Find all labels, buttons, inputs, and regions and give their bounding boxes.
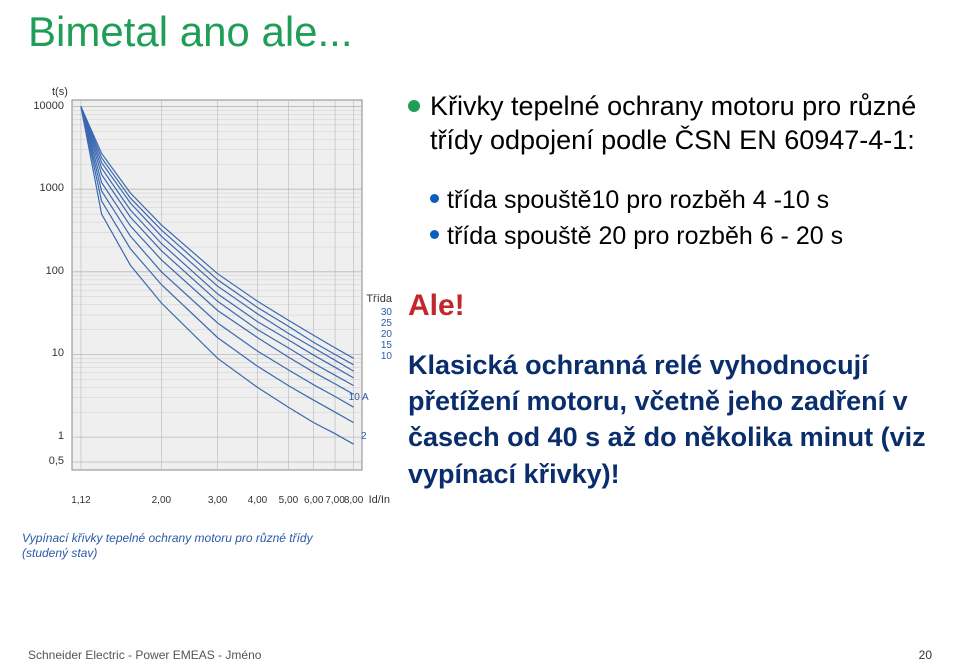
curve-end-label: 10 A	[349, 392, 369, 403]
chart-column: t(s) 0,5110100100010000 1,122,003,004,00…	[22, 90, 400, 560]
trip-curves-chart: t(s) 0,5110100100010000 1,122,003,004,00…	[22, 90, 400, 560]
sub-bullet-text: třída spouště 20 pro rozběh 6 - 20 s	[447, 220, 843, 253]
y-tick-label: 1	[24, 430, 64, 442]
x-axis-label: Id/In	[369, 494, 390, 506]
footer-text: Schneider Electric - Power EMEAS - Jméno	[28, 648, 261, 662]
page-title: Bimetal ano ale...	[28, 8, 353, 56]
curve-end-label: 2	[361, 431, 367, 442]
sub-bullet-text: třída spouště10 pro rozběh 4 -10 s	[447, 184, 829, 217]
class-label: 30	[356, 307, 392, 318]
x-tick-label: 5,00	[279, 495, 298, 506]
bullet-dot-icon	[408, 100, 420, 112]
x-tick-label: 8,00	[344, 495, 363, 506]
y-tick-label: 1000	[24, 182, 64, 194]
bullet-dot-icon	[430, 230, 439, 239]
x-tick-label: 2,00	[152, 495, 171, 506]
class-header: Třída	[356, 293, 392, 305]
sub-bullet: třída spouště10 pro rozběh 4 -10 s	[430, 184, 948, 217]
class-label: 25	[356, 318, 392, 329]
content: t(s) 0,5110100100010000 1,122,003,004,00…	[0, 90, 960, 620]
y-tick-label: 10000	[24, 100, 64, 112]
y-tick-label: 10	[24, 347, 64, 359]
y-tick-label: 0,5	[24, 455, 64, 467]
class-label: 20	[356, 329, 392, 340]
ale-heading: Ale!	[408, 289, 948, 323]
x-tick-label: 7,00	[325, 495, 344, 506]
bullet-dot-icon	[430, 194, 439, 203]
lead-text: Křivky tepelné ochrany motoru pro různé …	[430, 90, 948, 158]
chart-caption: Vypínací křivky tepelné ochrany motoru p…	[22, 531, 313, 560]
lead-bullet: Křivky tepelné ochrany motoru pro různé …	[408, 90, 948, 158]
x-tick-label: 3,00	[208, 495, 227, 506]
x-tick-label: 1,12	[71, 495, 90, 506]
main-paragraph: Klasická ochranná relé vyhodnocují přetí…	[408, 347, 948, 493]
y-tick-label: 100	[24, 265, 64, 277]
chart-svg	[22, 90, 400, 500]
class-label: 10	[356, 351, 392, 362]
text-column: Křivky tepelné ochrany motoru pro různé …	[408, 90, 948, 492]
x-tick-label: 4,00	[248, 495, 267, 506]
class-label-box: Třída 3025201510	[356, 293, 392, 362]
x-tick-label: 6,00	[304, 495, 323, 506]
class-label: 15	[356, 340, 392, 351]
sub-bullet: třída spouště 20 pro rozběh 6 - 20 s	[430, 220, 948, 253]
page-number: 20	[919, 648, 932, 662]
